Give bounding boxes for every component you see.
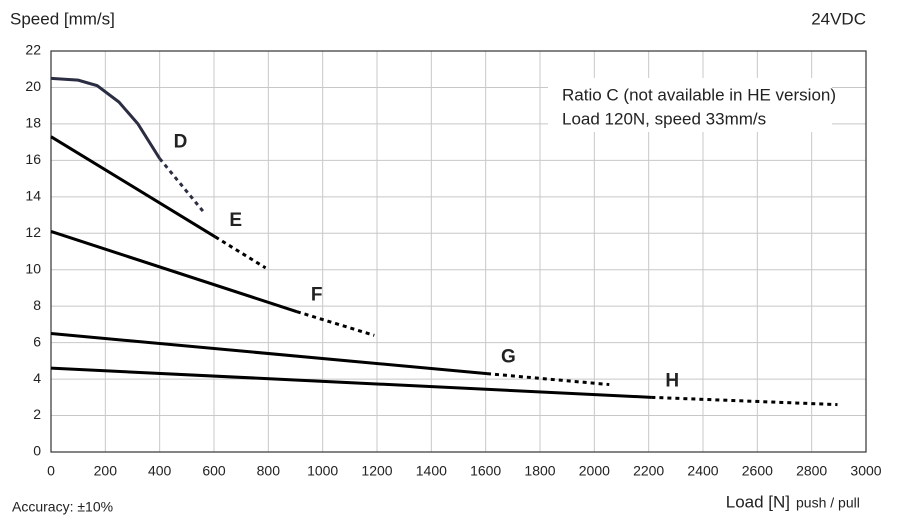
y-axis-label: Speed [mm/s]: [10, 9, 115, 28]
x-tick-label: 2600: [742, 463, 773, 479]
x-tick-label: 200: [94, 463, 118, 479]
x-tick-label: 0: [47, 463, 55, 479]
y-tick-label: 18: [25, 115, 41, 131]
y-tick-label: 14: [25, 188, 41, 204]
x-tick-label: 1000: [307, 463, 338, 479]
dashed-line: [214, 235, 267, 270]
y-tick-label: 4: [33, 370, 41, 386]
solid-line: [50, 135, 217, 239]
x-tick-label: 1800: [524, 463, 555, 479]
plot-frame: [50, 50, 867, 453]
solid-line: [50, 332, 488, 376]
y-tick-label: 22: [25, 42, 41, 58]
solid-line: [50, 230, 298, 314]
y-tick-label: 2: [33, 406, 41, 422]
y-tick-label: 10: [25, 260, 41, 276]
y-tick-label: 20: [25, 78, 41, 94]
x-tick-label: 2400: [687, 463, 718, 479]
annotation: Load 120N, speed 33mm/s: [562, 109, 766, 128]
series-label: G: [501, 347, 516, 368]
series-label: H: [665, 370, 679, 391]
x-axis-label: Load [N]: [726, 492, 790, 511]
dashed-line: [158, 157, 205, 213]
y-tick-label: 8: [33, 297, 41, 313]
x-tick-label: 1200: [361, 463, 392, 479]
x-tick-label: 1400: [416, 463, 447, 479]
series-label: F: [311, 285, 323, 306]
y-tick-label: 12: [25, 224, 41, 240]
x-tick-label: 2200: [633, 463, 664, 479]
annotation-box: [548, 78, 832, 132]
x-tick-label: 2800: [796, 463, 827, 479]
y-tick-label: 0: [33, 443, 41, 459]
x-tick-label: 2000: [579, 463, 610, 479]
x-tick-label: 3000: [850, 463, 881, 479]
solid-line: [50, 366, 652, 399]
x-tick-label: 600: [202, 463, 226, 479]
y-tick-label: 6: [33, 333, 41, 349]
dashed-line: [296, 310, 375, 337]
y-tick-label: 16: [25, 151, 41, 167]
solid-line: [50, 76, 161, 160]
series-label: E: [229, 210, 242, 231]
annotation: Ratio C (not available in HE version): [562, 85, 836, 104]
x-tick-label: 800: [257, 463, 281, 479]
dashed-line: [651, 395, 838, 407]
footnote: Accuracy: ±10%: [12, 499, 113, 515]
x-tick-label: 1600: [470, 463, 501, 479]
x-axis-note: push / pull: [796, 495, 860, 511]
x-tick-label: 400: [148, 463, 172, 479]
series-label: D: [174, 132, 188, 153]
corner-label: 24VDC: [811, 9, 866, 28]
